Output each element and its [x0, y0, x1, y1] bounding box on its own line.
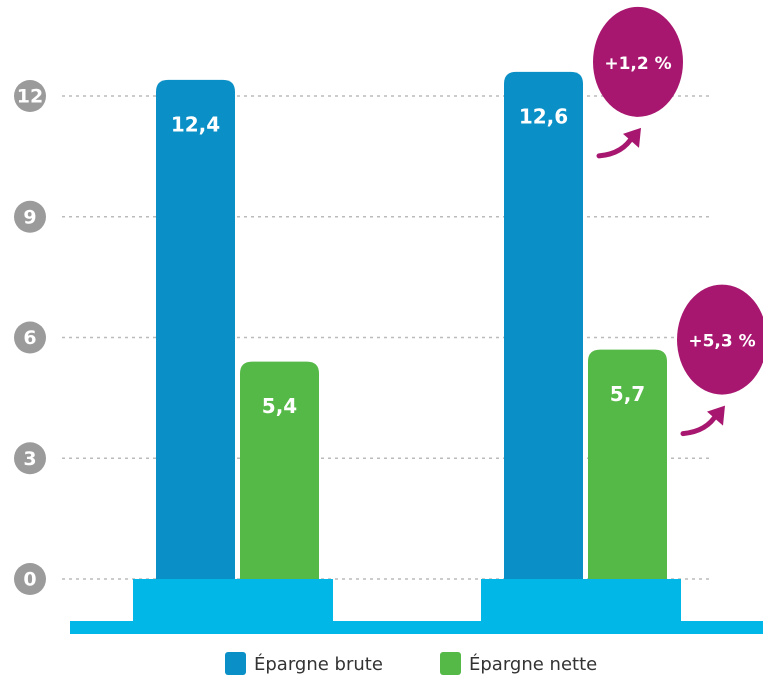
- y-tick-badge: [14, 563, 46, 595]
- bar: [240, 361, 319, 579]
- y-tick-label: 9: [23, 206, 36, 228]
- legend-label: Épargne brute: [254, 653, 383, 675]
- y-tick-label: 12: [17, 86, 43, 108]
- value-label: 12,6: [519, 104, 568, 128]
- annotation-arrow: [596, 133, 636, 159]
- bar: [588, 349, 667, 579]
- annotation-arrowhead: [623, 127, 641, 148]
- bar-base: [133, 579, 333, 622]
- y-tick-badge: [14, 80, 46, 112]
- base-strip: [70, 621, 763, 634]
- annotation-arrowhead: [707, 405, 725, 426]
- legend-swatch: [225, 652, 246, 675]
- legend-swatch: [440, 652, 461, 675]
- y-tick-badge: [14, 200, 46, 233]
- bar: [156, 79, 235, 580]
- legend-label: Épargne nette: [469, 653, 597, 675]
- annotation: +5,3 %: [688, 332, 755, 352]
- y-tick-label: 6: [23, 327, 36, 349]
- value-label: 12,4: [171, 112, 220, 136]
- annotation-arrow: [680, 411, 720, 437]
- value-label: 5,4: [262, 394, 297, 418]
- bar: [504, 71, 583, 579]
- annotation: +1,2 %: [604, 54, 671, 74]
- y-tick-label: 3: [23, 448, 36, 470]
- annotation-bubble: [677, 284, 763, 395]
- bar-base: [481, 579, 681, 622]
- annotation-bubble: [593, 6, 683, 117]
- y-tick-label: 0: [23, 569, 36, 591]
- value-label: 5,7: [610, 382, 645, 406]
- y-tick-badge: [14, 442, 46, 475]
- y-tick-badge: [14, 321, 46, 354]
